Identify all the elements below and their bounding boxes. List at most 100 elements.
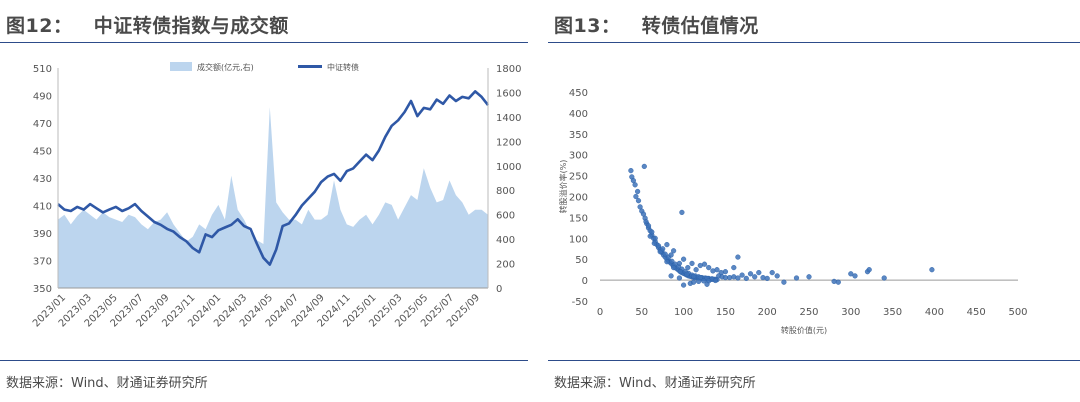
scatter-point (848, 271, 854, 277)
source-rule (548, 360, 1080, 361)
scatter-point (679, 209, 685, 216)
scatter-point (701, 261, 708, 267)
panel-left-chart: 图12： 中证转债指数与成交额 350 370 390 410 430 450 470 490… (0, 0, 528, 402)
y-right-tick-label: 1600 (496, 88, 521, 99)
y-tick-label: 0 (582, 276, 588, 287)
legend-label-turnover: 成交额(亿元,右) (197, 62, 254, 72)
scatter-point (632, 182, 638, 188)
scatter-point (684, 271, 690, 277)
line-area-chart: 350 370 390 410 430 450 470 490 510 0 200 400 600 800… (31, 62, 521, 329)
scatter-point (710, 268, 716, 274)
y-right-tick-label: 800 (496, 186, 515, 197)
scatter-point (689, 260, 695, 267)
scatter-point (676, 275, 683, 281)
scatter-point (668, 273, 674, 279)
y-tick-label: 50 (575, 255, 588, 266)
scatter-chart: -50 0 50 100 150 200 250 300 350 400 450 0 50 100 150 2… (558, 88, 1028, 335)
y-left-tick-label: 510 (33, 64, 52, 75)
scatter-point (696, 278, 702, 285)
y-tick-label: 400 (569, 109, 588, 120)
scatter-point (670, 265, 677, 271)
y-tick-label: -50 (572, 297, 588, 308)
scatter-point (760, 275, 766, 281)
x-tick-label: 400 (925, 307, 944, 318)
scatter-point (635, 198, 642, 204)
source-note: 数据来源：Wind、财通证券研究所 (6, 376, 208, 391)
scatter-point (727, 275, 733, 281)
figure-title: 图12： 中证转债指数与成交额 (6, 15, 289, 37)
scatter-point (670, 248, 677, 254)
scatter-points (628, 163, 935, 288)
scatter-point (681, 282, 687, 288)
scatter-point (835, 279, 841, 285)
scatter-point (691, 279, 697, 285)
chart-legend: 成交额(亿元,右) 中证转债 (170, 62, 359, 72)
scatter-point (704, 281, 710, 287)
scatter-point (677, 269, 683, 275)
legend-label-index: 中证转债 (327, 62, 359, 72)
scatter-point (701, 278, 707, 284)
scatter-point (664, 242, 670, 248)
y-right-tick-label: 1200 (496, 137, 521, 148)
y-left-tick-label: 370 (33, 257, 52, 268)
y-right-tick-label: 1800 (496, 64, 521, 75)
scatter-point (806, 274, 812, 280)
y-left-tick-label: 430 (33, 174, 52, 185)
scatter-point (685, 265, 691, 271)
scatter-point (669, 258, 675, 264)
scatter-point (781, 279, 787, 285)
scatter-point (752, 274, 758, 280)
y-right-tick-label: 400 (496, 235, 515, 246)
scatter-point (764, 275, 770, 282)
scatter-point (633, 193, 639, 200)
y-tick-label: 300 (569, 151, 588, 162)
scatter-point (668, 252, 674, 258)
scatter-point (793, 275, 800, 281)
scatter-point (652, 235, 658, 241)
scatter-point (774, 273, 780, 279)
x-tick-label: 50 (635, 307, 648, 318)
scatter-point (691, 273, 697, 279)
y-right-tick-label: 1000 (496, 162, 521, 173)
y-right-tick-label: 200 (496, 260, 515, 271)
scatter-point (739, 272, 745, 278)
x-tick-label: 200 (758, 307, 777, 318)
scatter-point (735, 254, 741, 260)
scatter-point (634, 188, 641, 195)
y-left-tick-label: 470 (33, 119, 52, 130)
y-left-tick-label: 490 (33, 92, 52, 103)
figure-title: 图13： 转债估值情况 (554, 15, 759, 37)
source-rule (0, 360, 528, 361)
title-rule (548, 42, 1080, 43)
scatter-point (681, 256, 687, 262)
chart-axes: -50 0 50 100 150 200 250 300 350 400 450 0 50 100 150 2… (558, 88, 1028, 335)
x-tick-label: 250 (799, 307, 818, 318)
scatter-point (706, 265, 712, 271)
scatter-point (647, 233, 653, 239)
scatter-point (929, 267, 935, 273)
x-tick-label: 0 (597, 307, 603, 318)
scatter-point (645, 223, 652, 229)
scatter-point (769, 270, 775, 276)
title-rule (0, 42, 528, 43)
scatter-point (852, 273, 858, 279)
scatter-point (747, 271, 754, 277)
y-left-tick-label: 390 (33, 229, 52, 240)
y-right-tick-label: 1400 (496, 113, 521, 124)
y-left-tick-label: 450 (33, 147, 52, 158)
scatter-point (643, 219, 649, 225)
y-left-tick-label: 410 (33, 202, 52, 213)
x-tick-label: 350 (883, 307, 902, 318)
scatter-point (662, 251, 668, 257)
x-tick-label: 150 (716, 307, 735, 318)
x-axis-title: 转股价值(元) (781, 325, 827, 335)
legend-swatch-turnover (170, 62, 192, 71)
scatter-point (660, 246, 666, 252)
y-tick-label: 350 (569, 130, 588, 141)
y-axis-title: 转股溢价率(%) (558, 160, 568, 214)
scatter-point (651, 240, 657, 246)
scatter-point (676, 260, 683, 267)
scatter-point (722, 269, 729, 275)
scatter-point (628, 167, 634, 174)
panel-right-chart: 图13： 转债估值情况 -50 0 50 100 150 200 250 300 350 400 4… (548, 0, 1080, 402)
